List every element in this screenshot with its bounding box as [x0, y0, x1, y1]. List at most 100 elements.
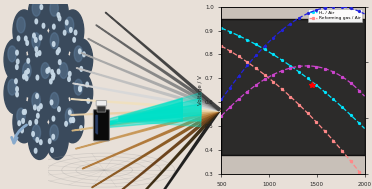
Circle shape [60, 63, 68, 78]
Reforming gas / Air [349, 161, 353, 163]
Circle shape [32, 132, 34, 136]
Reforming gas / Air [220, 45, 224, 47]
H₂ / Air [304, 76, 308, 78]
Circle shape [46, 85, 69, 127]
Circle shape [74, 46, 83, 62]
Circle shape [16, 50, 18, 55]
Circle shape [36, 52, 38, 57]
Circle shape [74, 30, 77, 35]
H₂ / Air [220, 27, 224, 29]
Circle shape [28, 0, 51, 35]
Line: H₂ / Air: H₂ / Air [221, 27, 365, 129]
Polygon shape [105, 12, 220, 111]
Circle shape [68, 110, 71, 115]
Circle shape [87, 98, 90, 103]
Circle shape [65, 108, 74, 124]
Circle shape [13, 101, 35, 143]
Circle shape [72, 118, 74, 122]
Circle shape [52, 134, 54, 139]
Polygon shape [72, 108, 219, 131]
Circle shape [25, 71, 27, 75]
Circle shape [28, 26, 50, 67]
Reforming gas / Air [304, 111, 309, 113]
Circle shape [17, 36, 20, 41]
Circle shape [65, 17, 74, 33]
Circle shape [57, 69, 60, 74]
Circle shape [32, 92, 40, 108]
Circle shape [16, 65, 18, 69]
Polygon shape [76, 108, 220, 149]
Circle shape [16, 92, 18, 97]
Polygon shape [119, 98, 201, 121]
Polygon shape [100, 102, 182, 127]
Reforming gas / Air [362, 177, 367, 180]
H₂ / Air [304, 76, 309, 79]
Circle shape [52, 116, 55, 121]
Circle shape [29, 121, 31, 125]
Circle shape [48, 139, 51, 143]
Circle shape [16, 59, 19, 64]
Circle shape [65, 20, 68, 25]
Circle shape [42, 23, 45, 28]
Line: Reforming gas / Air: Reforming gas / Air [221, 45, 365, 180]
Circle shape [17, 17, 25, 33]
FancyBboxPatch shape [97, 103, 106, 112]
Circle shape [86, 82, 89, 87]
Polygon shape [118, 109, 220, 189]
FancyBboxPatch shape [93, 110, 109, 141]
Polygon shape [100, 98, 182, 128]
Legend: H₂ / Air, Reforming gas / Air: H₂ / Air, Reforming gas / Air [308, 9, 362, 22]
Circle shape [35, 38, 37, 42]
Circle shape [58, 107, 60, 112]
Circle shape [61, 101, 84, 143]
Circle shape [80, 67, 83, 71]
Circle shape [79, 87, 81, 92]
Circle shape [50, 33, 59, 49]
Circle shape [46, 69, 48, 73]
Polygon shape [100, 105, 182, 126]
Circle shape [52, 75, 54, 80]
Circle shape [32, 125, 41, 141]
Y-axis label: Voltage / V: Voltage / V [198, 75, 203, 105]
Circle shape [39, 35, 42, 40]
Circle shape [80, 126, 82, 130]
Circle shape [58, 60, 61, 64]
Polygon shape [71, 99, 219, 111]
Circle shape [71, 118, 74, 122]
H₂ / Air [349, 114, 353, 117]
Circle shape [15, 79, 17, 84]
FancyBboxPatch shape [221, 19, 365, 155]
Circle shape [61, 10, 84, 52]
Circle shape [46, 26, 69, 67]
Circle shape [34, 148, 37, 153]
Circle shape [36, 138, 39, 142]
Reforming gas / Air [307, 113, 311, 116]
H₂ / Air [307, 78, 311, 81]
Circle shape [46, 118, 68, 160]
Circle shape [50, 100, 53, 105]
Circle shape [52, 42, 55, 46]
Circle shape [40, 104, 42, 108]
Circle shape [50, 125, 58, 141]
Circle shape [18, 121, 20, 125]
Circle shape [50, 0, 58, 16]
Polygon shape [71, 108, 219, 115]
Circle shape [74, 79, 83, 95]
Circle shape [28, 85, 50, 127]
Reforming gas / Air [219, 45, 224, 47]
Circle shape [57, 13, 60, 17]
FancyBboxPatch shape [96, 101, 106, 106]
Circle shape [58, 48, 60, 53]
Circle shape [38, 51, 41, 55]
Circle shape [49, 79, 52, 84]
Circle shape [70, 39, 93, 81]
Circle shape [27, 58, 29, 63]
Circle shape [83, 52, 85, 57]
Circle shape [65, 122, 67, 126]
Circle shape [19, 56, 41, 97]
Circle shape [8, 79, 16, 95]
H₂ / Air [340, 106, 344, 108]
Polygon shape [96, 25, 220, 111]
Circle shape [52, 24, 55, 29]
Circle shape [16, 87, 18, 91]
